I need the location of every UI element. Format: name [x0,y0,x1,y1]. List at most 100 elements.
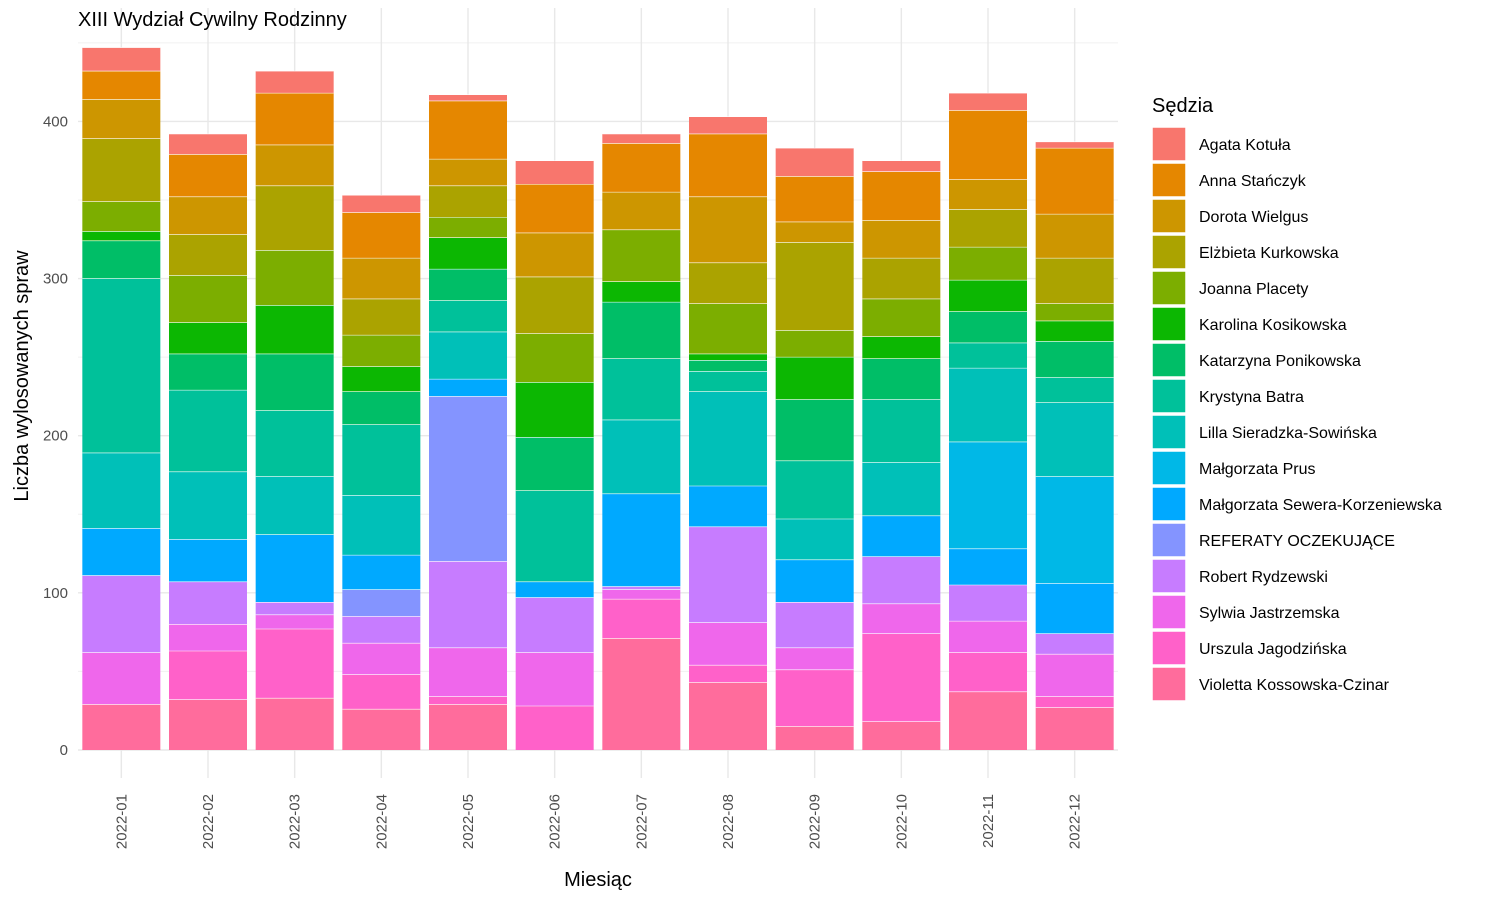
bar-segment [1035,377,1114,403]
bar-segment [82,99,161,139]
bar-segment [82,452,161,529]
bar-stack [775,147,854,750]
legend-swatch [1151,342,1187,378]
x-axis-title: Miesiąc [564,869,632,891]
bar-segment [169,539,247,582]
x-tick-label: 2022-04 [373,794,390,849]
bar-segment [602,133,681,144]
bar-segment [255,71,334,94]
x-tick-label: 2022-05 [460,794,477,849]
bar-segment [775,399,854,461]
bar-segment [602,143,681,193]
bar-segment [82,201,161,232]
legend-item: Elżbieta Kurkowska [1151,234,1339,270]
bar-stack [429,94,507,750]
bar-segment [775,221,854,243]
bar-segment [689,133,767,197]
bar-segment [255,628,334,699]
bar-stack [82,47,161,750]
bar-segment [429,647,507,697]
bar-segment [1035,654,1114,697]
chart-title: XIII Wydział Cywilny Rodzinny [78,9,347,31]
x-tick-label: 2022-03 [287,794,304,849]
bar-segment [775,330,854,358]
legend-swatch [1151,522,1187,558]
bar-segment [1035,476,1114,584]
y-axis-title: Liczba wylosowanych spraw [11,250,33,502]
bar-segment [775,559,854,603]
bar-segment [342,643,421,675]
bar-stack [949,92,1027,750]
bar-segment [342,616,421,644]
x-tick-label: 2022-10 [893,794,910,849]
bar-segment [1035,402,1114,477]
bar-segment [429,396,507,562]
bar-segment [255,144,334,186]
bar-segment [775,518,854,560]
bar-segment [949,584,1027,622]
bar-segment [429,94,507,101]
legend-label: Robert Rydzewski [1199,569,1328,586]
bar-segment [689,262,767,304]
bar-segment [602,599,681,639]
y-tick-label: 200 [43,428,68,445]
bar-segment [429,561,507,648]
legend-swatch [1151,270,1187,306]
bar-segment [949,110,1027,180]
y-tick-label: 0 [60,742,68,759]
legend-item: Robert Rydzewski [1151,558,1328,594]
legend-item: Joanna Placety [1151,270,1308,306]
bar-segment [82,278,161,453]
legend-item: Katarzyna Ponikowska [1151,342,1361,378]
bar-segment [949,280,1027,312]
bar-segment [602,638,681,750]
bar-segment [775,602,854,648]
legend-label: Małgorzata Sewera-Korzeniewska [1199,497,1442,514]
legend-swatch [1151,486,1187,522]
bar-segment [255,614,334,629]
bar-segment [689,665,767,683]
bar-segment [82,47,161,72]
bar-segment [342,555,421,590]
legend-swatch [1151,162,1187,198]
bar-segment [255,353,334,411]
bar-segment [169,650,247,700]
legend-item: Małgorzata Prus [1151,450,1316,486]
bar-segment [689,116,767,134]
bar-segment [342,195,421,213]
bar-segment [602,192,681,230]
legend-swatch [1151,414,1187,450]
bar-segment [862,462,941,516]
bar-stack [255,70,334,750]
bar-segment [602,419,681,494]
bar-segment [862,171,941,221]
bar-segment [342,495,421,556]
bar-stack [602,133,681,750]
legend-item: Urszula Jagodzińska [1151,630,1347,666]
legend-title: Sędzia [1152,95,1214,117]
legend-item: Anna Stańczyk [1151,162,1307,198]
bar-segment [775,357,854,400]
bar-segment [949,548,1027,585]
legend-item: Agata Kotuła [1151,126,1291,162]
bar-segment [1035,707,1114,750]
bar-segment [429,300,507,332]
legend-label: Karolina Kosikowska [1199,317,1347,334]
bar-segment [515,232,594,277]
bar-segment [255,305,334,354]
bar-segment [949,93,1027,111]
bar-stack [689,116,767,750]
bar-segment [169,275,247,323]
bar-segment [775,647,854,670]
legend-item: Violetta Kossowska-Czinar [1151,666,1390,702]
bar-segment [689,526,767,623]
bar-stack [1035,141,1114,750]
bar-segment [82,528,161,576]
x-tick-label: 2022-01 [113,794,130,849]
bar-segment [862,336,941,359]
legend-swatch [1151,378,1187,414]
bar-segment [429,185,507,218]
bar-segment [169,624,247,651]
bar-segment [82,652,161,705]
legend-label: Violetta Kossowska-Czinar [1199,677,1390,694]
